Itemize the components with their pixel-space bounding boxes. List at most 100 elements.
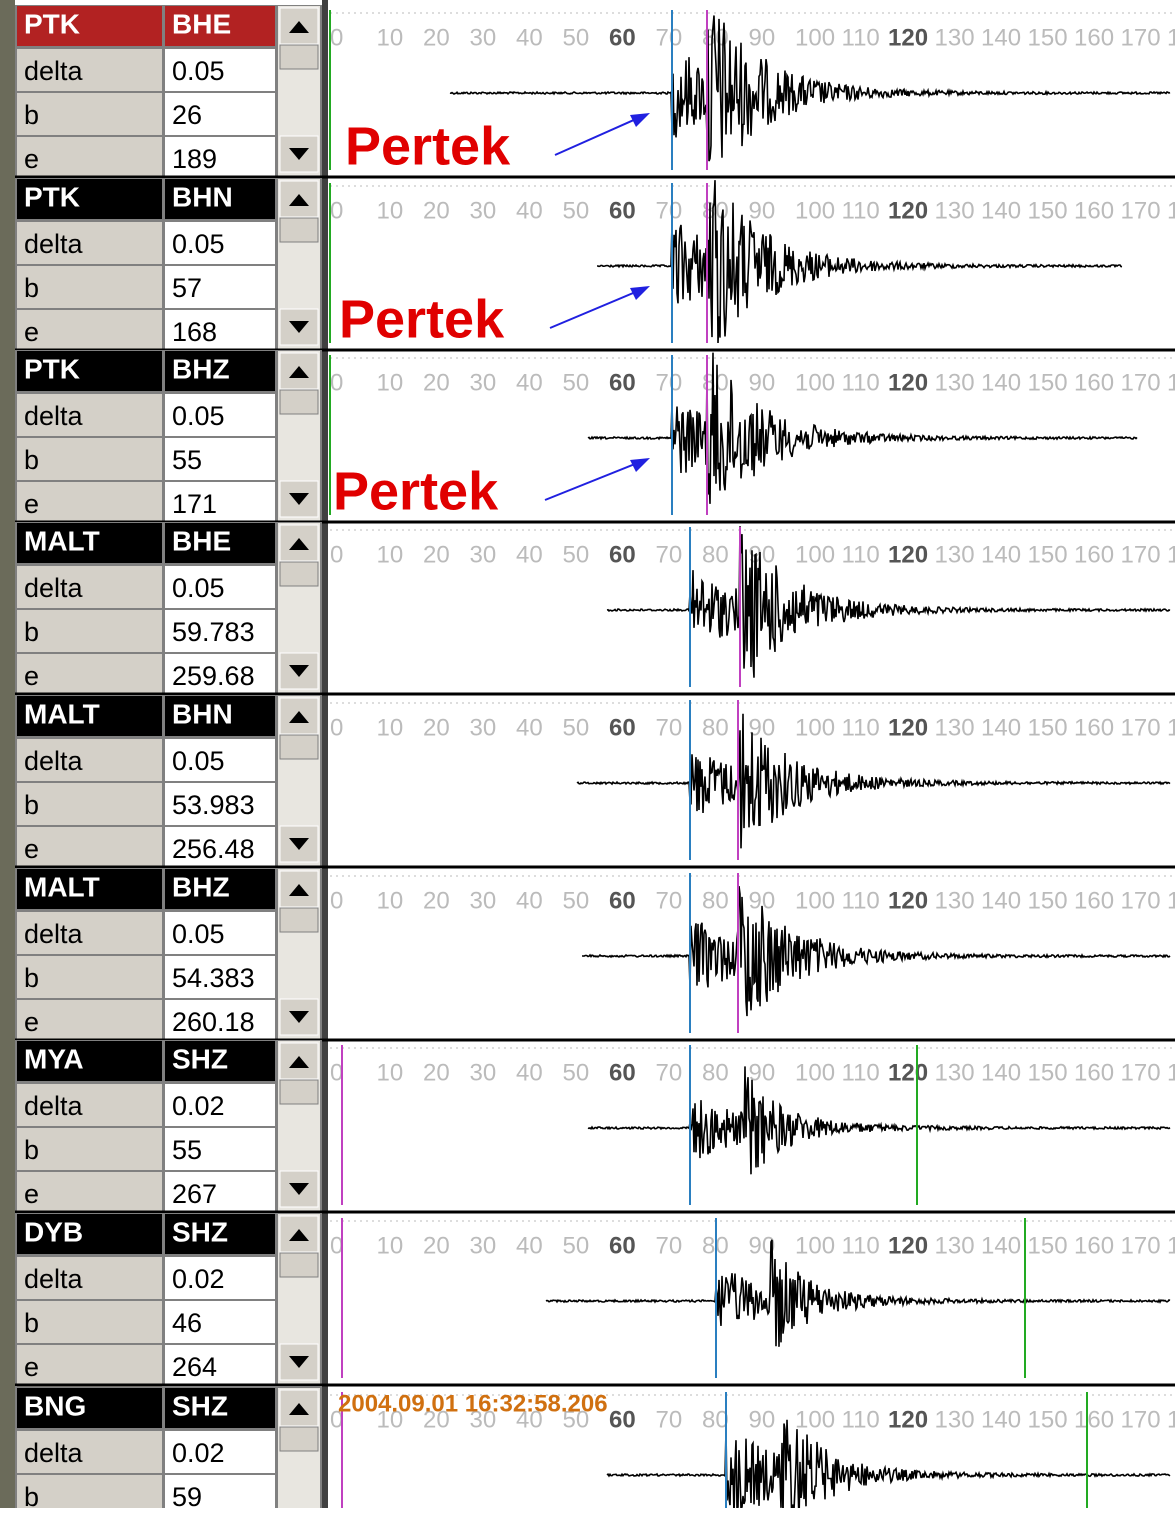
field-value-cell[interactable] [165, 610, 275, 652]
field-value-cell[interactable] [165, 137, 275, 179]
axis-tick-label: 70 [656, 1059, 683, 1086]
field-value-cell[interactable] [165, 1431, 275, 1473]
channel-label: BHZ [172, 871, 230, 902]
axis-tick-label: 160 [1074, 197, 1114, 224]
channel-cell[interactable] [165, 1041, 275, 1081]
field-value: 264 [172, 1352, 217, 1382]
channel-cell[interactable] [165, 1214, 275, 1254]
field-value: 59.783 [172, 617, 255, 647]
axis-tick-label: 140 [981, 24, 1021, 51]
axis-tick-label: 110 [842, 369, 880, 396]
station-cell[interactable] [17, 1214, 162, 1254]
axis-tick-label: 110 [842, 887, 880, 914]
field-value-cell[interactable] [165, 310, 275, 352]
axis-tick-label: 130 [935, 1406, 975, 1433]
station-cell[interactable] [17, 696, 162, 736]
station-cell[interactable] [17, 869, 162, 909]
field-value-cell[interactable] [165, 783, 275, 825]
axis-tick-label: 0 [330, 1406, 343, 1433]
field-name-cell [17, 93, 162, 135]
field-name: b [24, 963, 39, 993]
scroll-down[interactable] [279, 308, 319, 346]
waveform [449, 15, 1171, 162]
channel-cell[interactable] [165, 1388, 275, 1428]
axis-tick-label: 110 [842, 1059, 880, 1086]
axis-tick-label: 20 [423, 887, 450, 914]
station-cell[interactable] [17, 523, 162, 563]
scroll-down[interactable] [279, 998, 319, 1036]
scroll-thumb[interactable] [279, 734, 319, 760]
field-value-cell[interactable] [165, 438, 275, 480]
field-value-cell[interactable] [165, 566, 275, 608]
axis-tick-label: 160 [1074, 887, 1114, 914]
field-value-cell[interactable] [165, 93, 275, 135]
annotation-arrow [544, 459, 646, 501]
axis-tick-label: 80 [702, 1406, 729, 1433]
axis-tick-label: 170 [1121, 541, 1161, 568]
station-cell[interactable] [17, 351, 162, 391]
scroll-thumb[interactable] [279, 217, 319, 243]
axis-tick-label: 130 [935, 197, 975, 224]
axis-tick-label: 150 [1028, 541, 1068, 568]
station-cell[interactable] [17, 1388, 162, 1428]
field-name: b [24, 1482, 39, 1508]
field-value-cell[interactable] [165, 482, 275, 524]
station-cell[interactable] [17, 1041, 162, 1081]
field-value-cell[interactable] [165, 1128, 275, 1170]
field-value-cell[interactable] [165, 394, 275, 436]
field-value: 0.05 [172, 56, 225, 86]
field-value-cell[interactable] [165, 827, 275, 869]
field-value-cell[interactable] [165, 1000, 275, 1042]
field-name-cell [17, 266, 162, 308]
scroll-thumb[interactable] [279, 389, 319, 415]
field-value-cell[interactable] [165, 956, 275, 998]
field-value-cell[interactable] [165, 1172, 275, 1214]
station-cell[interactable] [17, 6, 162, 46]
axis-tick-label: 170 [1121, 887, 1161, 914]
scroll-thumb[interactable] [279, 1426, 319, 1452]
scroll-down[interactable] [279, 652, 319, 690]
axis-tick-label: 60 [609, 1232, 636, 1259]
axis-tick-label: 120 [888, 197, 928, 224]
scroll-up-arrow [289, 884, 309, 896]
axis-tick-label: 150 [1028, 24, 1068, 51]
axis-tick-label: 10 [377, 1059, 404, 1086]
axis-tick-label: 160 [1074, 714, 1114, 741]
scroll-thumb[interactable] [279, 907, 319, 933]
channel-cell[interactable] [165, 523, 275, 563]
axis-tick-label: 170 [1121, 714, 1161, 741]
field-value: 54.383 [172, 963, 255, 993]
station-cell[interactable] [17, 179, 162, 219]
scroll-up[interactable] [279, 352, 319, 390]
channel-cell[interactable] [165, 179, 275, 219]
field-value-cell[interactable] [165, 1301, 275, 1343]
field-value-cell[interactable] [165, 266, 275, 308]
channel-cell[interactable] [165, 869, 275, 909]
scroll-up[interactable] [279, 1215, 319, 1253]
scroll-up-arrow [289, 538, 309, 550]
field-value-cell[interactable] [165, 222, 275, 264]
axis-tick-label: 90 [749, 1406, 776, 1433]
field-value-cell[interactable] [165, 1345, 275, 1387]
field-value-cell[interactable] [165, 1257, 275, 1299]
field-value-cell[interactable] [165, 912, 275, 954]
channel-cell[interactable] [165, 696, 275, 736]
scroll-thumb[interactable] [279, 44, 319, 70]
axis-tick-label: 140 [981, 714, 1021, 741]
channel-cell[interactable] [165, 351, 275, 391]
channel-cell[interactable] [165, 6, 275, 46]
field-value-cell[interactable] [165, 654, 275, 696]
scroll-thumb[interactable] [279, 1252, 319, 1278]
axis-tick-label: 50 [563, 24, 590, 51]
scroll-thumb[interactable] [279, 1079, 319, 1105]
field-value-cell[interactable] [165, 49, 275, 91]
field-value: 46 [172, 1308, 202, 1338]
field-value-cell[interactable] [165, 1084, 275, 1126]
axis-tick-label: 100 [795, 541, 835, 568]
scroll-thumb[interactable] [279, 561, 319, 587]
field-name-cell [17, 783, 162, 825]
field-value-cell[interactable] [165, 739, 275, 781]
field-name: delta [24, 746, 84, 776]
axis-tick-label: 0 [330, 1059, 343, 1086]
field-value-cell[interactable] [165, 1475, 275, 1513]
